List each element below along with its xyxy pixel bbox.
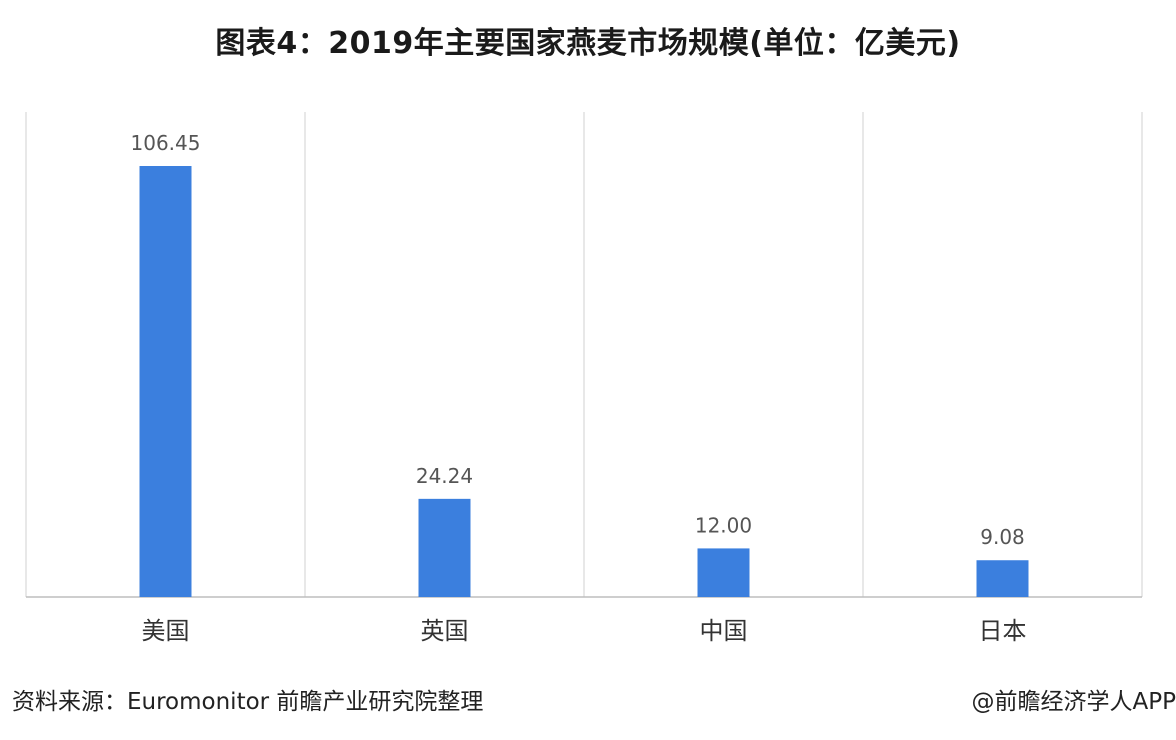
tick-label-1: 英国 — [421, 617, 469, 645]
bar-2 — [697, 548, 750, 597]
tick-label-2: 中国 — [700, 617, 748, 645]
chart-title: 图表4：2019年主要国家燕麦市场规模(单位：亿美元) — [215, 26, 961, 61]
tick-label-0: 美国 — [142, 617, 190, 645]
data-label-2: 12.00 — [695, 513, 752, 537]
source-note: 资料来源：Euromonitor 前瞻产业研究院整理 — [12, 689, 484, 715]
bar-1 — [418, 498, 471, 597]
data-label-3: 9.08 — [980, 525, 1025, 549]
data-label-0: 106.45 — [131, 131, 201, 155]
credit-note: @前瞻经济学人APP — [971, 689, 1176, 715]
bar-0 — [139, 166, 192, 597]
bar-3 — [976, 560, 1029, 597]
data-label-1: 24.24 — [416, 464, 473, 488]
tick-label-3: 日本 — [979, 617, 1027, 645]
